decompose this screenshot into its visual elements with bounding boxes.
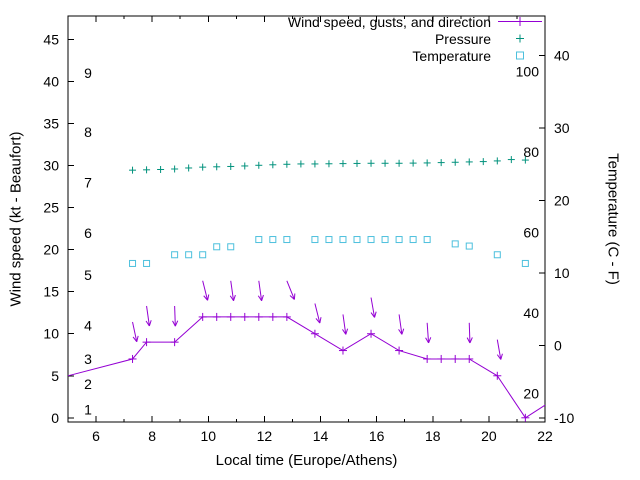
temperature-point — [339, 236, 347, 244]
x-tick-label: 20 — [481, 428, 497, 444]
y-right-tick-label: 20 — [554, 192, 570, 208]
legend-item-wind: Wind speed, gusts, and direction — [288, 13, 543, 30]
temperature-point — [199, 251, 207, 259]
temperature-point — [353, 236, 361, 244]
legend-item-temperature: Temperature — [288, 47, 543, 64]
x-tick-label: 10 — [201, 428, 217, 444]
temperature-point — [129, 259, 137, 267]
x-axis-title: Local time (Europe/Athens) — [215, 452, 398, 469]
y-left-tick-label: 10 — [43, 326, 59, 342]
y-right-tick-label: -10 — [554, 410, 574, 426]
temperature-point — [269, 236, 277, 244]
fahrenheit-scale-label: 40 — [523, 305, 539, 321]
y-right-axis-title: Temperature (C - F) — [604, 153, 622, 285]
temperature-point — [521, 259, 529, 267]
temperature-point — [311, 236, 319, 244]
wind-direction-arrow — [468, 322, 471, 343]
temperature-point — [465, 242, 473, 250]
legend-label-pressure: Pressure — [434, 30, 491, 47]
wind-direction-arrow — [202, 280, 209, 301]
wind-line-plus-icon — [498, 17, 542, 26]
x-tick-label: 14 — [313, 428, 329, 444]
x-tick-label: 12 — [257, 428, 273, 444]
beaufort-scale-label: 5 — [84, 267, 92, 283]
x-tick-label: 8 — [148, 428, 156, 444]
temperature-point — [367, 236, 375, 244]
temperature-point — [283, 236, 291, 244]
wind-direction-arrow — [132, 321, 138, 342]
temperature-point — [213, 243, 221, 251]
wind-direction-arrow — [398, 314, 403, 335]
temperature-point — [255, 236, 263, 244]
beaufort-scale-label: 8 — [84, 124, 92, 140]
y-left-tick-label: 35 — [43, 116, 59, 132]
temperature-point — [185, 251, 193, 259]
temperature-point — [171, 251, 179, 259]
y-right-tick-label: 10 — [554, 265, 570, 281]
temperature-square-icon — [516, 51, 524, 60]
temperature-point — [395, 236, 403, 244]
x-tick-label: 22 — [537, 428, 553, 444]
wind-direction-arrow — [314, 303, 321, 324]
wind-direction-arrow — [230, 280, 235, 301]
legend-label-wind: Wind speed, gusts, and direction — [287, 13, 491, 30]
beaufort-scale-label: 6 — [84, 225, 92, 241]
y-left-tick-label: 40 — [43, 74, 59, 90]
temperature-point — [227, 243, 235, 251]
wind-speed-line — [67, 316, 546, 419]
fahrenheit-scale-label: 100 — [516, 64, 540, 80]
wind-direction-arrow — [342, 314, 347, 335]
temperature-point — [409, 236, 417, 244]
y-left-tick-label: 30 — [43, 158, 59, 174]
wind-direction-arrow — [286, 280, 295, 300]
beaufort-scale-label: 2 — [84, 376, 92, 392]
legend-label-temperature: Temperature — [412, 47, 491, 64]
x-tick-label: 18 — [425, 428, 441, 444]
beaufort-scale-label: 1 — [84, 401, 92, 417]
y-left-tick-label: 45 — [43, 32, 59, 48]
pressure-plus-icon — [516, 34, 524, 43]
fahrenheit-scale-label: 80 — [523, 144, 539, 160]
beaufort-scale-label: 3 — [84, 351, 92, 367]
legend: Wind speed, gusts, and direction Pressur… — [288, 13, 543, 64]
y-left-tick-label: 15 — [43, 284, 59, 300]
x-tick-label: 16 — [369, 428, 385, 444]
wind-direction-arrow — [146, 305, 150, 327]
wind-direction-arrow — [426, 322, 430, 343]
y-left-axis-title: Wind speed (kt - Beaufort) — [7, 131, 25, 307]
y-left-tick-label: 5 — [51, 368, 59, 384]
temperature-point — [451, 240, 459, 248]
y-left-tick-label: 20 — [43, 242, 59, 258]
y-right-tick-label: 0 — [554, 337, 562, 353]
y-right-tick-label: 30 — [554, 120, 570, 136]
temperature-point — [423, 236, 431, 244]
beaufort-scale-label: 9 — [84, 65, 92, 81]
x-tick-label: 6 — [92, 428, 100, 444]
temperature-point — [493, 251, 501, 259]
y-right-tick-label: 40 — [554, 47, 570, 63]
beaufort-scale-label: 7 — [84, 174, 92, 190]
wind-direction-arrow — [370, 297, 376, 318]
temperature-point — [381, 236, 389, 244]
wind-direction-arrow — [496, 339, 502, 360]
wind-direction-arrow — [258, 280, 263, 301]
beaufort-scale-label: 4 — [84, 317, 92, 333]
temperature-point — [325, 236, 333, 244]
legend-item-pressure: Pressure — [288, 30, 543, 47]
y-left-tick-label: 0 — [51, 410, 59, 426]
fahrenheit-scale-label: 60 — [523, 225, 539, 241]
wind-direction-arrow — [174, 305, 176, 327]
plot-border — [67, 15, 546, 423]
y-left-tick-label: 25 — [43, 200, 59, 216]
fahrenheit-scale-label: 20 — [523, 386, 539, 402]
temperature-point — [143, 259, 151, 267]
